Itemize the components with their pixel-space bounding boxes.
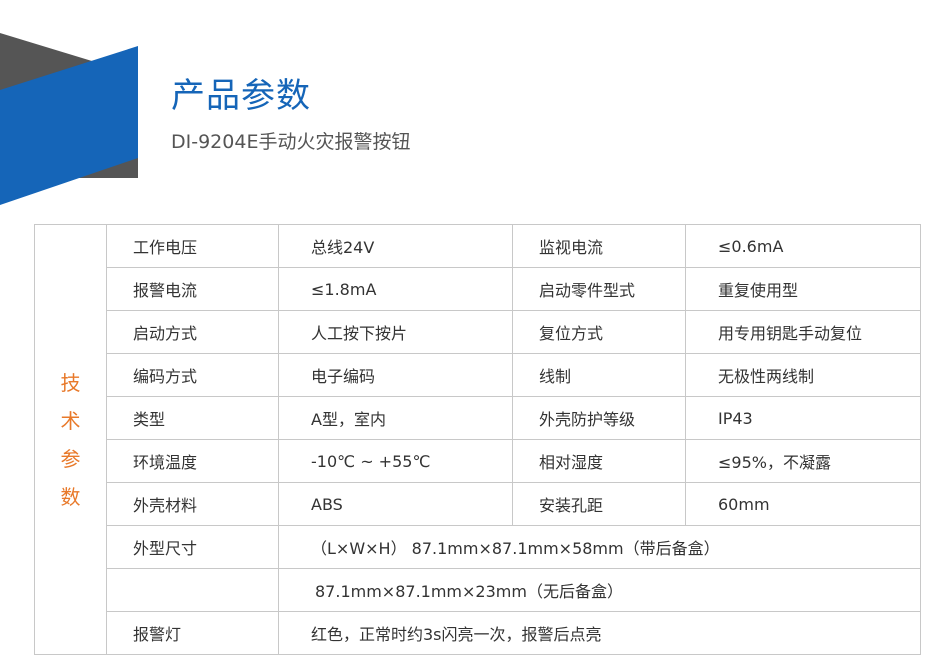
table-row: 编码方式 电子编码 线制 无极性两线制	[35, 353, 921, 397]
spec-table: 技术参数工作电压 总线24V 监视电流 ≤0.6mA 报警电流 ≤1.8mA 启动零件型式重…	[34, 224, 921, 655]
param-label: 安装孔距	[512, 482, 686, 526]
table-row: 类型 A型，室内 外壳防护等级 IP43	[35, 396, 921, 440]
param-label: 相对湿度	[512, 439, 686, 483]
param-label: 编码方式	[106, 353, 279, 397]
param-value: ABS	[278, 482, 513, 526]
table-row: 报警电流 ≤1.8mA 启动零件型式 重复使用型	[35, 267, 921, 311]
param-label-empty	[106, 568, 279, 612]
table-row: 外型尺寸 （L×W×H） 87.1mm×87.1mm×58mm（带后备盒）	[35, 525, 921, 569]
table-row: 环境温度 -10℃ ~ +55℃ 相对湿度 ≤95%，不凝露	[35, 439, 921, 483]
param-label: 启动方式	[106, 310, 279, 354]
param-label: 报警灯	[106, 611, 279, 655]
table-row: 报警灯 红色，正常时约3s闪亮一次，报警后点亮	[35, 611, 921, 655]
param-label: 报警电流	[106, 267, 279, 311]
param-value: （L×W×H） 87.1mm×87.1mm×58mm（带后备盒）	[278, 525, 921, 569]
param-label: 线制	[512, 353, 686, 397]
param-label: 外型尺寸	[106, 525, 279, 569]
param-value: 重复使用型	[685, 267, 921, 311]
blue-shape	[0, 46, 138, 205]
param-label: 外壳材料	[106, 482, 279, 526]
param-value: 电子编码	[278, 353, 513, 397]
param-value: 87.1mm×87.1mm×23mm（无后备盒）	[278, 568, 921, 612]
page-title: 产品参数	[171, 76, 311, 116]
table-row: 启动方式 人工按下按片 复位方式 用专用钥匙手动复位	[35, 310, 921, 354]
section-label-char: 技	[60, 370, 81, 395]
param-value: ≤0.6mA	[685, 224, 921, 268]
table-row: 技术参数工作电压 总线24V 监视电流 ≤0.6mA	[34, 224, 921, 655]
table-row: 外壳材料 ABS 安装孔距 60mm	[35, 482, 921, 526]
param-value: ≤95%，不凝露	[685, 439, 921, 483]
param-value: 红色，正常时约3s闪亮一次，报警后点亮	[278, 611, 921, 655]
param-label: 监视电流	[512, 224, 686, 268]
param-label: 工作电压	[106, 224, 279, 268]
param-value: -10℃ ~ +55℃	[278, 439, 513, 483]
param-value: 60mm	[685, 482, 921, 526]
section-label-char: 数	[60, 484, 81, 509]
param-value: 无极性两线制	[685, 353, 921, 397]
param-value: ≤1.8mA	[278, 267, 513, 311]
param-value: IP43	[685, 396, 921, 440]
section-label-char: 术	[60, 408, 81, 433]
param-label: 启动零件型式	[512, 267, 686, 311]
param-label: 环境温度	[106, 439, 279, 483]
param-label: 类型	[106, 396, 279, 440]
param-label: 复位方式	[512, 310, 686, 354]
param-label: 外壳防护等级	[512, 396, 686, 440]
table-row: 87.1mm×87.1mm×23mm（无后备盒）	[35, 568, 921, 612]
section-label: 技术参数	[34, 224, 107, 655]
param-value: 人工按下按片	[278, 310, 513, 354]
section-label-char: 参	[60, 446, 81, 471]
param-value: A型，室内	[278, 396, 513, 440]
decorative-banner-shape	[0, 33, 138, 205]
product-name: DI-9204E手动火灾报警按钮	[171, 131, 411, 153]
param-value: 用专用钥匙手动复位	[685, 310, 921, 354]
param-value: 总线24V	[278, 224, 513, 268]
